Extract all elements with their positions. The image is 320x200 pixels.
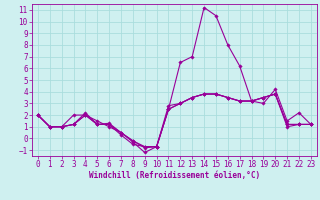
X-axis label: Windchill (Refroidissement éolien,°C): Windchill (Refroidissement éolien,°C) [89, 171, 260, 180]
